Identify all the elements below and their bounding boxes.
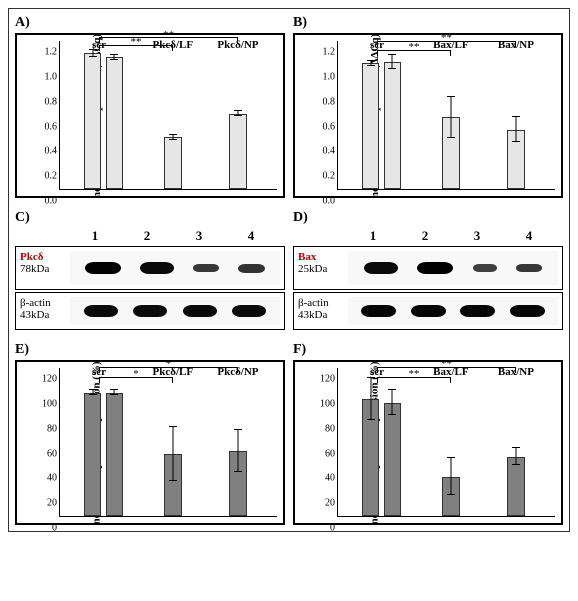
lane-number: 1 <box>92 228 99 244</box>
band <box>417 262 453 274</box>
blot-d-loading-bands <box>348 297 558 325</box>
blot-c-loading-bands <box>70 297 280 325</box>
blot-c-target: Pkcδ 78kDa <box>15 246 285 290</box>
chart-f-plot: scrBax/LFBax/NP**** <box>337 368 555 517</box>
blot-c-loading-kda: 43kDa <box>20 309 49 321</box>
chart-e-yaxis: 020406080100120 <box>31 362 59 523</box>
bar <box>106 57 123 189</box>
panel-f-label: F) <box>293 342 563 358</box>
blot-d-loading-kda: 43kDa <box>298 309 327 321</box>
lane-number: 4 <box>526 228 533 244</box>
chart-a-yaxis: 0.00.20.40.60.81.01.2 <box>31 35 59 196</box>
band <box>361 305 396 317</box>
lane-number: 3 <box>196 228 203 244</box>
bar <box>384 62 401 189</box>
band <box>238 264 265 273</box>
blot-d-loading: β-actin 43kDa <box>293 292 563 330</box>
blot-d: 1 2 3 4 Bax 25kDa β-actin 43kDa <box>293 228 563 330</box>
blot-d-target-kda: 25kDa <box>298 263 327 275</box>
blot-c: 1 2 3 4 Pkcδ 78kDa β-actin 43kDa <box>15 228 285 330</box>
chart-b: normalized fold expression (ΔΔCq) 0.00.2… <box>293 33 563 198</box>
band <box>232 305 266 316</box>
blot-d-loading-protein: β-actin <box>298 297 329 309</box>
bar <box>84 53 101 189</box>
blot-c-target-name: Pkcδ 78kDa <box>20 251 49 275</box>
figure-grid: A) normalized fold expression (ΔΔCq) 0.0… <box>8 8 570 532</box>
chart-e-plot: scrPkcδ/LFPkcδ/NP** <box>59 368 277 517</box>
band <box>84 305 118 316</box>
panel-f: F) normalized protein expression (%) 020… <box>293 342 563 525</box>
blot-c-lanes: 1 2 3 4 <box>69 228 285 244</box>
bar <box>507 457 524 516</box>
blot-d-target-name: Bax 25kDa <box>298 251 327 275</box>
panel-b-label: B) <box>293 15 563 31</box>
blot-c-loading: β-actin 43kDa <box>15 292 285 330</box>
band <box>133 305 167 316</box>
panel-d-label: D) <box>293 210 563 226</box>
panel-b: B) normalized fold expression (ΔΔCq) 0.0… <box>293 15 563 198</box>
panel-a-label: A) <box>15 15 285 31</box>
panel-c: C) 1 2 3 4 Pkcδ 78kDa β-actin 43kDa <box>15 210 285 330</box>
lane-number: 4 <box>248 228 255 244</box>
chart-a: normalized fold expression (ΔΔCq) 0.00.2… <box>15 33 285 198</box>
bar <box>164 137 181 189</box>
bar <box>362 63 379 189</box>
blot-d-target: Bax 25kDa <box>293 246 563 290</box>
band <box>473 264 497 272</box>
chart-b-yaxis: 0.00.20.40.60.81.01.2 <box>309 35 337 196</box>
blot-c-target-kda: 78kDa <box>20 263 49 275</box>
chart-a-plot: scrPkcδ/LFPkcδ/NP**** <box>59 41 277 190</box>
band <box>460 305 495 317</box>
band <box>140 262 174 273</box>
blot-d-lanes: 1 2 3 4 <box>347 228 563 244</box>
blot-c-loading-protein: β-actin <box>20 297 51 309</box>
band <box>193 264 219 273</box>
blot-d-target-protein: Bax <box>298 251 316 263</box>
blot-c-loading-name: β-actin 43kDa <box>20 297 51 321</box>
blot-c-target-bands <box>70 251 280 285</box>
panel-a: A) normalized fold expression (ΔΔCq) 0.0… <box>15 15 285 198</box>
band <box>183 305 217 316</box>
panel-d: D) 1 2 3 4 Bax 25kDa β-actin 43kDa <box>293 210 563 330</box>
bar <box>106 393 123 516</box>
blot-c-target-protein: Pkcδ <box>20 251 43 263</box>
panel-e: E) normalized protein expression (%) 020… <box>15 342 285 525</box>
band <box>85 262 121 274</box>
bar <box>84 393 101 516</box>
blot-d-target-bands <box>348 251 558 285</box>
chart-b-plot: scrBax/LFBax/NP**** <box>337 41 555 190</box>
bar <box>229 114 246 189</box>
chart-f: normalized protein expression (%) 020406… <box>293 360 563 525</box>
bar <box>384 403 401 516</box>
blot-d-loading-name: β-actin 43kDa <box>298 297 329 321</box>
lane-number: 2 <box>144 228 151 244</box>
panel-c-label: C) <box>15 210 285 226</box>
band <box>516 264 542 273</box>
lane-number: 3 <box>474 228 481 244</box>
lane-number: 2 <box>422 228 429 244</box>
band <box>411 305 446 317</box>
panel-e-label: E) <box>15 342 285 358</box>
chart-f-yaxis: 020406080100120 <box>309 362 337 523</box>
lane-number: 1 <box>370 228 377 244</box>
band <box>364 262 398 273</box>
band <box>510 305 545 317</box>
chart-e: normalized protein expression (%) 020406… <box>15 360 285 525</box>
